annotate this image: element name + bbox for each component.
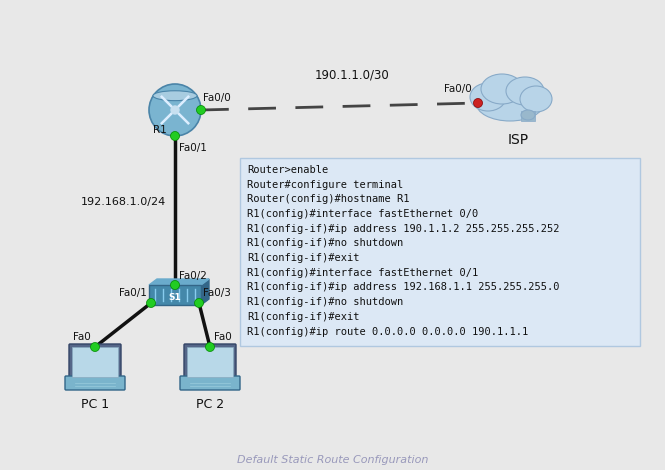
Text: R1(config-if)#ip address 192.168.1.1 255.255.255.0: R1(config-if)#ip address 192.168.1.1 255… [247,282,559,292]
Circle shape [90,343,100,352]
Text: S1: S1 [169,292,182,301]
FancyBboxPatch shape [69,344,121,380]
Text: Fa0/1: Fa0/1 [119,288,147,298]
Ellipse shape [153,91,197,101]
Text: Fa0/1: Fa0/1 [179,143,207,153]
Circle shape [171,106,179,114]
Text: R1(config-if)#no shutdown: R1(config-if)#no shutdown [247,297,403,307]
Text: Fa0: Fa0 [214,332,231,342]
FancyBboxPatch shape [187,347,233,377]
FancyBboxPatch shape [72,347,118,377]
Text: R1(config-if)#no shutdown: R1(config-if)#no shutdown [247,238,403,249]
Text: Fa0/0: Fa0/0 [444,84,472,94]
Ellipse shape [470,83,506,111]
Circle shape [170,132,180,141]
Polygon shape [201,279,209,305]
Text: R1(config-if)#exit: R1(config-if)#exit [247,253,360,263]
Text: R1: R1 [153,125,167,135]
Circle shape [170,281,180,290]
Ellipse shape [506,77,544,105]
Circle shape [149,84,201,136]
Text: R1(config)#interface fastEthernet 0/1: R1(config)#interface fastEthernet 0/1 [247,268,478,278]
Text: Fa0: Fa0 [73,332,91,342]
Circle shape [194,298,203,307]
FancyBboxPatch shape [180,376,240,390]
Text: Default Static Route Configuration: Default Static Route Configuration [237,455,428,465]
Text: R1(config)#ip route 0.0.0.0 0.0.0.0 190.1.1.1: R1(config)#ip route 0.0.0.0 0.0.0.0 190.… [247,327,528,337]
Text: PC 2: PC 2 [196,399,224,412]
Circle shape [473,99,483,108]
Polygon shape [149,279,209,285]
Text: Fa0/3: Fa0/3 [203,288,231,298]
FancyBboxPatch shape [149,285,201,305]
Ellipse shape [153,109,197,119]
Ellipse shape [521,110,535,120]
FancyBboxPatch shape [521,111,535,121]
Text: R1(config-if)#exit: R1(config-if)#exit [247,312,360,322]
Text: 190.1.1.0/30: 190.1.1.0/30 [315,69,390,81]
Ellipse shape [481,74,523,104]
Text: R1(config)#interface fastEthernet 0/0: R1(config)#interface fastEthernet 0/0 [247,209,478,219]
Ellipse shape [476,85,544,121]
Text: Router(config)#hostname R1: Router(config)#hostname R1 [247,195,410,204]
Text: 192.168.1.0/24: 192.168.1.0/24 [80,197,166,207]
Text: Fa0/2: Fa0/2 [179,271,207,281]
FancyBboxPatch shape [240,158,640,346]
Text: Router#configure terminal: Router#configure terminal [247,180,403,190]
Text: R1(config-if)#ip address 190.1.1.2 255.255.255.252: R1(config-if)#ip address 190.1.1.2 255.2… [247,224,559,234]
Circle shape [146,298,156,307]
Ellipse shape [520,86,552,112]
Text: Fa0/0: Fa0/0 [203,93,231,103]
Circle shape [196,105,205,115]
Text: ISP: ISP [507,133,529,147]
Text: Router>enable: Router>enable [247,165,329,175]
FancyBboxPatch shape [65,376,125,390]
Text: PC 1: PC 1 [81,399,109,412]
FancyBboxPatch shape [184,344,236,380]
Circle shape [205,343,215,352]
